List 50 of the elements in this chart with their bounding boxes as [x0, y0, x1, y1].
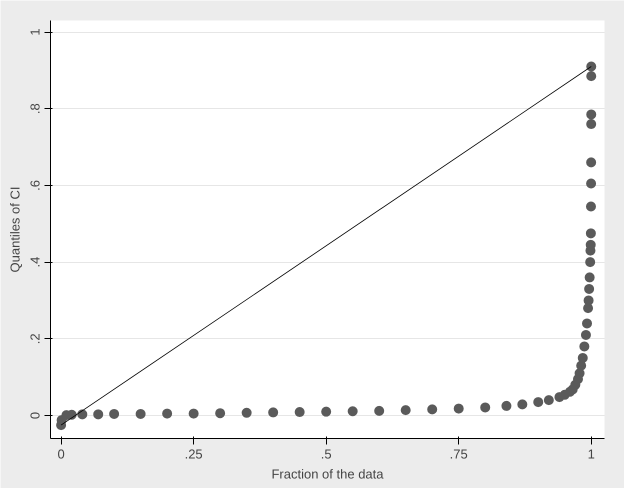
- point: [136, 408, 146, 419]
- point: [400, 405, 411, 416]
- point: [586, 71, 596, 82]
- y-tick-label: .2: [28, 333, 42, 344]
- point: [582, 318, 592, 328]
- point: [586, 109, 596, 120]
- point: [584, 295, 594, 306]
- point: [77, 409, 88, 420]
- point: [586, 157, 596, 168]
- y-tick-label: 1: [28, 28, 42, 36]
- y-tick-label: .8: [28, 103, 42, 114]
- point: [533, 397, 544, 408]
- point: [579, 341, 590, 352]
- x-tick-label: .25: [184, 446, 203, 462]
- y-axis-title: Quantiles of CI: [8, 186, 22, 272]
- point: [242, 408, 252, 418]
- point: [321, 406, 332, 417]
- y-tick-label: 0: [28, 412, 42, 420]
- point: [188, 408, 199, 419]
- point: [348, 406, 358, 416]
- point: [584, 284, 594, 294]
- point: [501, 400, 512, 411]
- point: [586, 202, 596, 212]
- point: [93, 409, 104, 420]
- point: [268, 407, 278, 418]
- point: [454, 404, 464, 414]
- y-tick-label: .6: [28, 180, 42, 191]
- point: [480, 402, 490, 412]
- point: [586, 119, 596, 130]
- x-tick-label: 1: [588, 446, 595, 462]
- point: [578, 352, 588, 363]
- x-axis-title: Fraction of the data: [271, 466, 384, 482]
- point: [109, 408, 120, 419]
- point: [517, 399, 528, 410]
- x-tick-label: 0: [57, 446, 65, 462]
- point: [294, 407, 305, 418]
- x-tick-label: .5: [320, 446, 332, 462]
- y-tick-label: .4: [28, 256, 42, 268]
- x-tick-label: .75: [450, 446, 468, 462]
- point: [584, 272, 595, 282]
- point: [586, 228, 596, 238]
- point: [585, 257, 596, 268]
- point: [586, 62, 596, 72]
- point: [374, 406, 384, 416]
- point: [580, 330, 591, 340]
- point: [215, 408, 226, 418]
- point: [162, 408, 172, 419]
- point: [427, 404, 438, 414]
- point: [586, 178, 596, 188]
- point: [544, 395, 554, 406]
